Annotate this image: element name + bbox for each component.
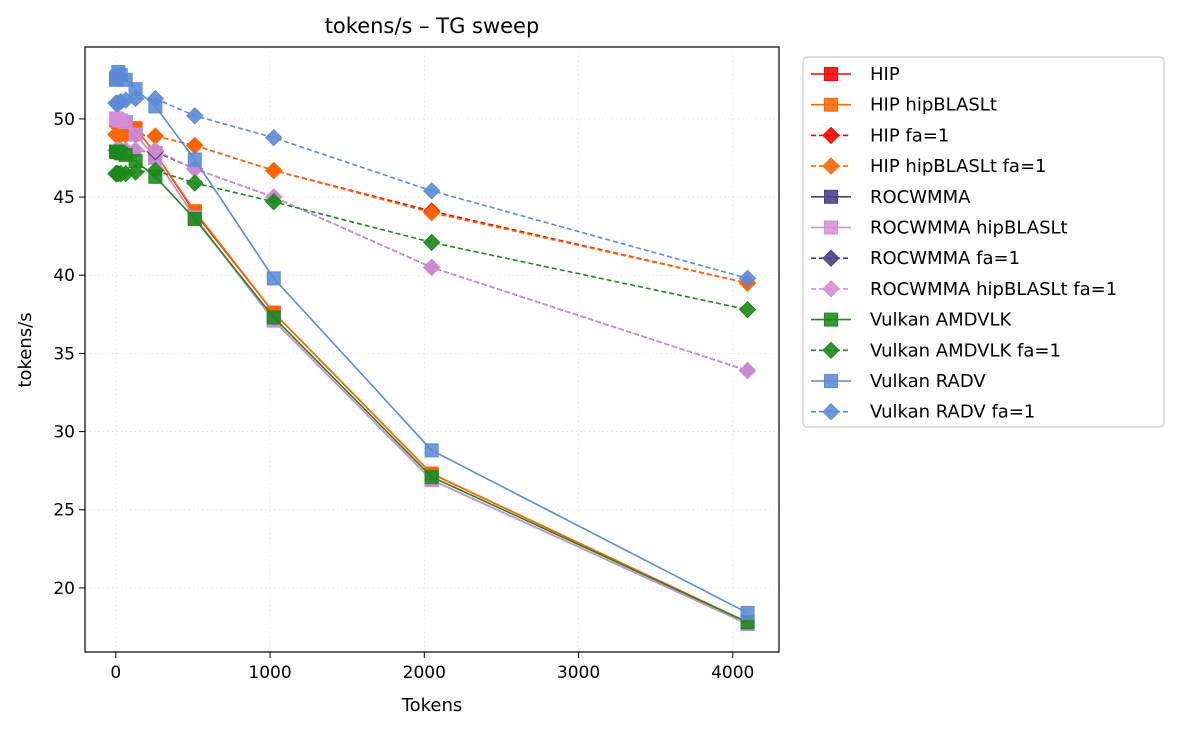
data-point bbox=[146, 141, 165, 159]
legend-entry: Vulkan RADV fa=1 bbox=[811, 402, 1035, 423]
data-point bbox=[126, 163, 145, 181]
legend-entry: HIP bbox=[811, 64, 900, 85]
series-vulkan-radv-fa-1 bbox=[107, 89, 757, 288]
legend-marker bbox=[822, 341, 840, 360]
data-point bbox=[265, 128, 283, 147]
legend-entry: ROCWMMA bbox=[811, 187, 971, 208]
data-point bbox=[128, 127, 143, 142]
y-tick-label: 40 bbox=[53, 266, 75, 286]
y-tick-label: 35 bbox=[53, 344, 75, 364]
x-axis: 0 1000 2000 3000 4000 bbox=[110, 652, 754, 683]
data-point bbox=[738, 300, 757, 319]
data-point bbox=[266, 271, 281, 286]
data-point bbox=[422, 233, 441, 252]
data-point bbox=[186, 107, 204, 125]
x-tick-label: 2000 bbox=[403, 663, 446, 683]
legend-label: HIP bbox=[870, 64, 900, 85]
legend-entry: Vulkan RADV bbox=[811, 371, 986, 392]
x-tick-label: 1000 bbox=[248, 663, 291, 683]
x-tick-label: 0 bbox=[110, 663, 121, 683]
legend-label: Vulkan AMDVLK fa=1 bbox=[870, 340, 1061, 361]
legend-marker bbox=[824, 67, 838, 81]
legend-marker bbox=[824, 312, 838, 327]
legend-entry: Vulkan AMDVLK fa=1 bbox=[811, 340, 1061, 361]
legend-label: Vulkan RADV fa=1 bbox=[870, 402, 1035, 423]
legend-marker bbox=[824, 97, 838, 112]
data-point bbox=[424, 469, 439, 484]
legend-label: Vulkan RADV bbox=[870, 371, 986, 392]
legend-label: Vulkan AMDVLK bbox=[870, 310, 1012, 331]
legend-marker bbox=[822, 157, 840, 175]
y-axis: 20 25 30 35 40 45 50 bbox=[53, 110, 85, 599]
series-layer bbox=[107, 65, 757, 631]
data-point bbox=[422, 204, 441, 222]
legend-marker bbox=[822, 126, 840, 145]
legend-marker bbox=[824, 220, 838, 235]
legend-entry: ROCWMMA hipBLASLt fa=1 bbox=[811, 279, 1117, 300]
legend-marker bbox=[824, 374, 838, 388]
legend-entry: Vulkan AMDVLK bbox=[811, 310, 1012, 331]
data-point bbox=[422, 182, 441, 200]
legend-entry: HIP hipBLASLt fa=1 bbox=[811, 156, 1047, 177]
x-axis-label: Tokens bbox=[401, 695, 463, 716]
data-point bbox=[126, 89, 145, 108]
legend-entry: ROCWMMA hipBLASLt bbox=[811, 218, 1068, 239]
series-vulkan-radv bbox=[108, 65, 755, 620]
x-tick-label: 4000 bbox=[711, 663, 754, 683]
legend: HIP HIP hipBLASLt HIP fa=1 HIP hipBLASLt fa… bbox=[802, 56, 1165, 428]
data-point bbox=[266, 310, 281, 325]
legend-marker bbox=[822, 280, 840, 298]
legend-label: ROCWMMA hipBLASLt fa=1 bbox=[870, 279, 1117, 300]
legend-label: HIP hipBLASLt bbox=[870, 95, 997, 116]
legend-label: ROCWMMA bbox=[870, 187, 971, 208]
y-tick-label: 20 bbox=[53, 579, 75, 599]
legend-label: ROCWMMA fa=1 bbox=[870, 248, 1020, 269]
legend-entry: HIP hipBLASLt bbox=[811, 95, 997, 116]
series-vulkan-amdvlk-fa-1 bbox=[107, 161, 757, 319]
data-point bbox=[422, 258, 441, 277]
data-point bbox=[424, 443, 439, 458]
legend-entry: HIP fa=1 bbox=[811, 125, 949, 146]
y-tick-label: 50 bbox=[53, 110, 75, 130]
data-point bbox=[146, 161, 165, 180]
legend-box bbox=[802, 56, 1165, 428]
data-point bbox=[118, 115, 133, 130]
data-point bbox=[740, 605, 755, 620]
y-axis-label: tokens/s bbox=[15, 312, 36, 387]
legend-marker bbox=[822, 402, 840, 421]
chart-title: tokens/s – TG sweep bbox=[325, 14, 540, 38]
legend-label: HIP fa=1 bbox=[870, 125, 949, 146]
data-point bbox=[187, 152, 202, 167]
data-point bbox=[738, 361, 757, 380]
legend-label: HIP hipBLASLt fa=1 bbox=[870, 156, 1047, 177]
series-vulkan-amdvlk bbox=[108, 144, 755, 630]
data-point bbox=[265, 161, 283, 180]
data-point bbox=[186, 174, 204, 192]
legend-marker bbox=[822, 249, 840, 267]
data-point bbox=[265, 193, 283, 211]
y-tick-label: 25 bbox=[53, 501, 75, 521]
legend-entry: ROCWMMA fa=1 bbox=[811, 248, 1020, 269]
data-point bbox=[146, 89, 165, 108]
plot-frame bbox=[84, 46, 780, 653]
data-point bbox=[187, 211, 202, 226]
legend-marker bbox=[824, 189, 838, 204]
x-tick-label: 3000 bbox=[557, 663, 600, 683]
y-tick-label: 30 bbox=[53, 423, 75, 443]
data-point bbox=[738, 269, 757, 288]
y-tick-label: 45 bbox=[53, 188, 75, 208]
legend-label: ROCWMMA hipBLASLt bbox=[870, 218, 1068, 239]
